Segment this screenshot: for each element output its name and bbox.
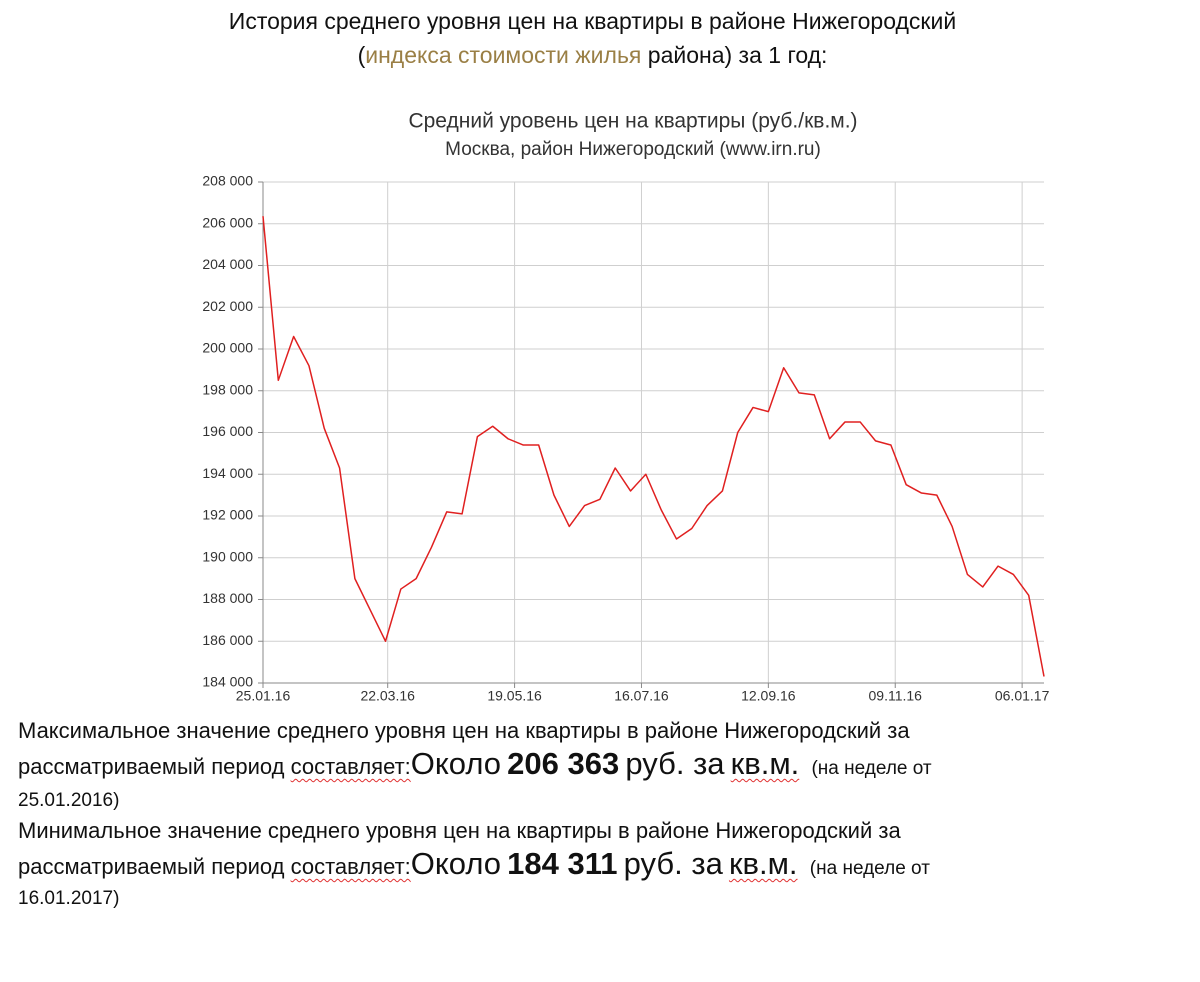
header-line: (индекса стоимости жилья района) за 1 го… (0, 42, 1185, 69)
text: района) за 1 год: (647, 42, 828, 68)
x-tick-label: 22.03.16 (360, 688, 415, 704)
header-line: История среднего уровня цен на квартиры … (228, 8, 957, 34)
x-tick-label: 25.01.16 (236, 688, 291, 704)
text: Около (410, 746, 502, 781)
x-tick-label: 12.09.16 (741, 688, 796, 704)
y-tick-label: 184 000 (202, 674, 253, 690)
text: кв.м. (728, 846, 798, 881)
y-tick-label: 202 000 (202, 298, 253, 314)
chart: Средний уровень цен на квартиры (руб./кв… (202, 110, 1050, 704)
y-tick-label: 190 000 (202, 548, 253, 564)
value: 206 363 (507, 746, 620, 781)
text-line: рассматриваемый период составляет:Около … (18, 846, 930, 882)
text-line: рассматриваемый период составляет:Около … (18, 746, 932, 782)
x-tick-label: 09.11.16 (869, 688, 923, 704)
price-line (262, 216, 1045, 677)
text: руб. за (625, 746, 725, 781)
y-tick-label: 188 000 (202, 590, 253, 606)
text-line: 16.01.2017) (18, 888, 120, 909)
y-tick-label: 204 000 (202, 256, 253, 272)
text: руб. за (623, 846, 723, 881)
text: рассматриваемый период (18, 754, 285, 779)
text: составляет: (290, 754, 411, 779)
y-tick-label: 194 000 (202, 465, 253, 481)
text-line: 25.01.2016) (18, 790, 120, 811)
y-tick-label: 198 000 (202, 381, 253, 397)
x-tick-label: 16.07.16 (614, 688, 669, 704)
text: Около (410, 846, 502, 881)
y-tick-label: 186 000 (202, 632, 253, 648)
text: рассматриваемый период (18, 854, 285, 879)
value: 184 311 (507, 846, 618, 881)
link[interactable]: индекса стоимости жилья (365, 42, 642, 68)
y-tick-label: 206 000 (202, 214, 253, 230)
y-tick-label: 192 000 (202, 507, 253, 523)
x-tick-label: 19.05.16 (487, 688, 542, 704)
x-tick-label: 06.01.17 (995, 688, 1050, 704)
text: кв.м. (730, 746, 800, 781)
chart-title: Средний уровень цен на квартиры (руб./кв… (408, 110, 857, 133)
text-line: Минимальное значение среднего уровня цен… (18, 818, 901, 843)
text: составляет: (290, 854, 411, 879)
text: (на неделе от (811, 758, 932, 779)
y-tick-label: 200 000 (202, 340, 253, 356)
y-tick-label: 208 000 (202, 173, 253, 189)
chart-subtitle: Москва, район Нижегородский (www.irn.ru) (445, 139, 821, 160)
text: (на неделе от (809, 858, 930, 879)
y-tick-label: 196 000 (202, 423, 253, 439)
text-line: Максимальное значение среднего уровня це… (18, 718, 910, 743)
text: ( (357, 42, 366, 68)
